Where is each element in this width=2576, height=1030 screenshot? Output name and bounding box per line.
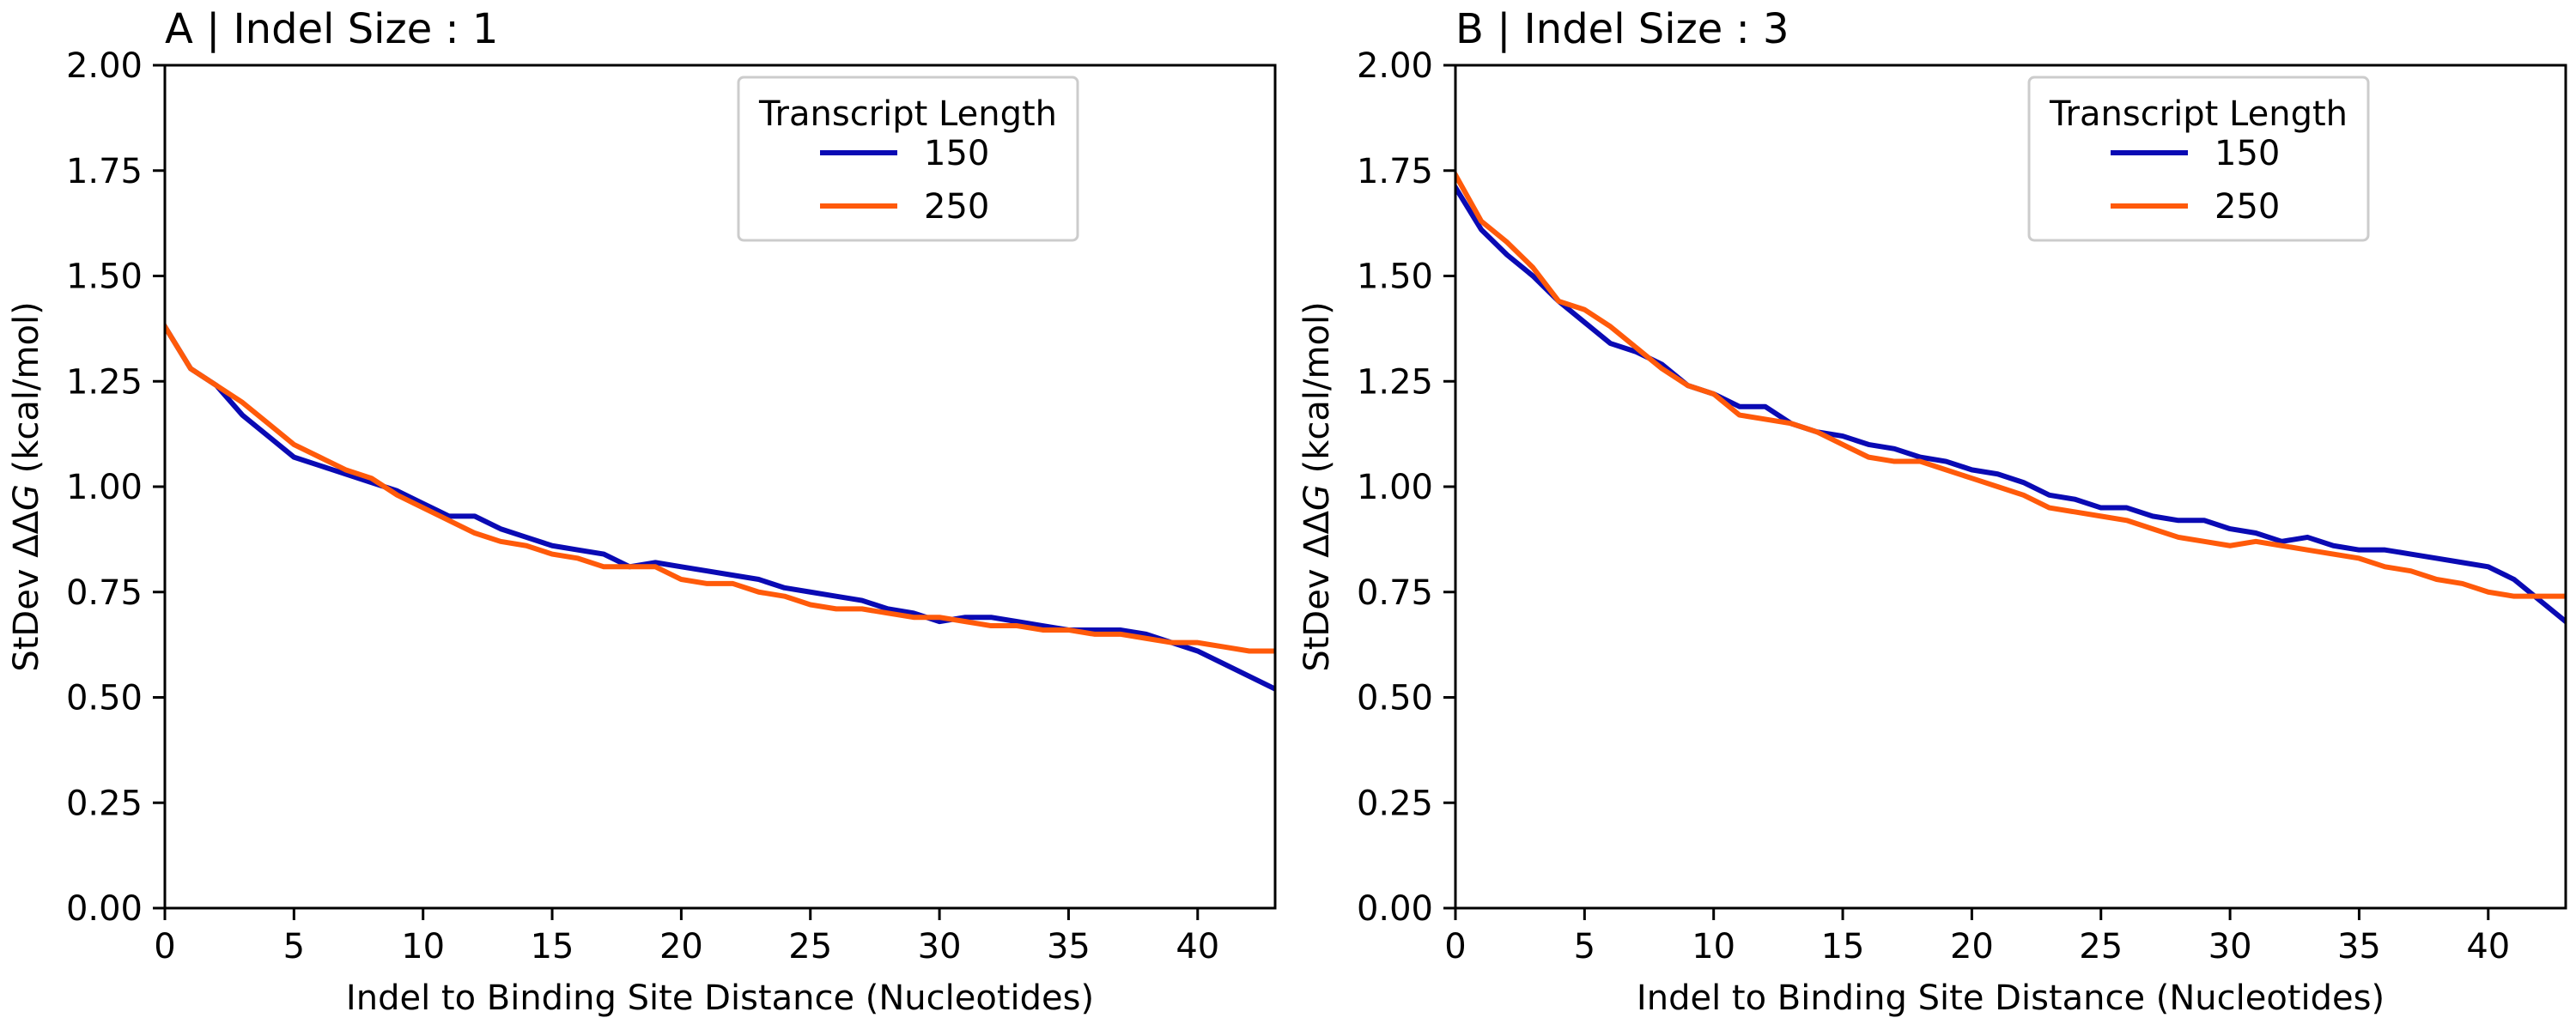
x-tick-label: 5 (283, 927, 305, 966)
series-line-150 (1455, 184, 2566, 625)
x-tick-label: 25 (788, 927, 832, 966)
x-tick-label: 10 (401, 927, 445, 966)
y-tick-label: 2.00 (66, 46, 143, 86)
legend-title: Transcript Length (2049, 94, 2348, 134)
x-axis-title: Indel to Binding Site Distance (Nucleoti… (1637, 978, 2385, 1018)
panel-title: A | Indel Size : 1 (165, 5, 498, 53)
x-tick-label: 25 (2079, 927, 2123, 966)
y-tick-label: 1.75 (1357, 152, 1433, 191)
legend-label-150: 150 (924, 134, 989, 173)
y-tick-label: 0.75 (1357, 573, 1433, 613)
y-tick-label: 0.25 (66, 784, 143, 823)
y-tick-label: 0.00 (66, 889, 143, 929)
legend-box (737, 76, 1079, 242)
y-tick-label: 1.25 (66, 362, 143, 402)
x-tick-label: 10 (1692, 927, 1735, 966)
legend-label-150: 150 (2215, 134, 2280, 173)
y-tick-label: 2.00 (1357, 46, 1433, 86)
series-line-150 (165, 323, 1275, 693)
x-tick-label: 35 (1047, 927, 1091, 966)
x-tick-label: 15 (531, 927, 574, 966)
y-axis-title-symbol: ΔΔ (7, 510, 46, 557)
y-axis-title: StDev ΔΔG (kcal/mol) (7, 301, 46, 671)
x-tick-label: 20 (659, 927, 703, 966)
y-axis-title-prefix: StDev (7, 558, 46, 672)
y-axis-title: StDev ΔΔG (kcal/mol) (1297, 301, 1337, 671)
y-axis-title-italic: G (1297, 484, 1337, 511)
y-tick-label: 0.00 (1357, 889, 1433, 929)
y-axis-title-suffix: (kcal/mol) (1297, 301, 1337, 484)
legend-label-250: 250 (2215, 187, 2280, 227)
x-tick-label: 30 (2208, 927, 2252, 966)
y-axis-title-italic: G (7, 484, 46, 511)
y-tick-label: 1.25 (1357, 362, 1433, 402)
x-tick-label: 0 (1444, 927, 1466, 966)
y-tick-label: 1.50 (66, 258, 143, 297)
chart-panel-a: 0 5 10 15 20 25 30 35 40 0.00 0.25 0.50 0.75 1.00 1.25… (7, 5, 1277, 1018)
y-tick-label: 1.50 (1357, 258, 1433, 297)
x-tick-label: 15 (1821, 927, 1865, 966)
x-tick-label: 40 (2466, 927, 2510, 966)
y-axis-title-suffix: (kcal/mol) (7, 301, 46, 484)
series-line-250 (165, 323, 1275, 654)
panel-title: B | Indel Size : 3 (1455, 5, 1789, 53)
plot-frame (163, 64, 1277, 910)
y-tick-label: 0.50 (66, 679, 143, 718)
y-axis-title-prefix: StDev (1297, 558, 1337, 672)
legend-title: Transcript Length (758, 94, 1057, 134)
x-tick-label: 35 (2337, 927, 2381, 966)
y-tick-label: 1.00 (66, 468, 143, 507)
x-axis-title: Indel to Binding Site Distance (Nucleoti… (346, 978, 1094, 1018)
y-tick-label: 0.50 (1357, 679, 1433, 718)
chart-panel-b: 0 5 10 15 20 25 30 35 40 0.00 0.25 0.50 0.75 1.00 1.25… (1297, 5, 2567, 1018)
y-tick-label: 0.25 (1357, 784, 1433, 823)
y-tick-label: 1.75 (66, 152, 143, 191)
x-tick-label: 40 (1176, 927, 1219, 966)
x-tick-label: 30 (918, 927, 962, 966)
series-line-250 (1455, 171, 2566, 599)
legend-label-250: 250 (924, 187, 989, 227)
y-tick-label: 1.00 (1357, 468, 1433, 507)
x-tick-label: 5 (1574, 927, 1595, 966)
x-tick-label: 20 (1950, 927, 1994, 966)
x-tick-label: 0 (154, 927, 175, 966)
plot-frame (1454, 64, 2567, 910)
y-tick-label: 0.75 (66, 573, 143, 613)
y-axis-title-symbol: ΔΔ (1297, 510, 1337, 557)
legend-box (2027, 76, 2370, 242)
